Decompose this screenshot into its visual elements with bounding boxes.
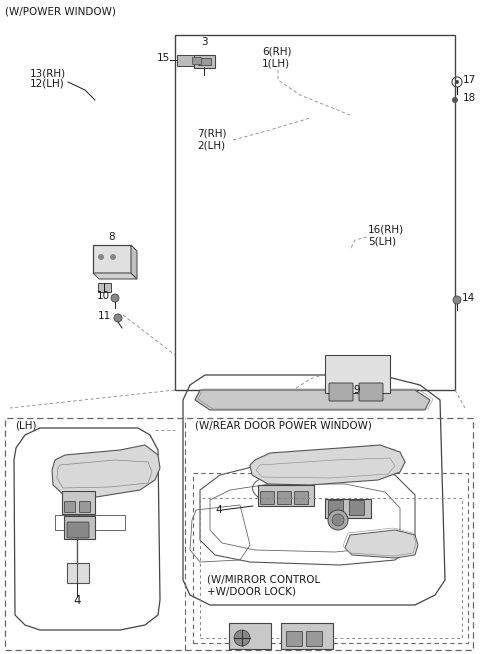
Text: (W/MIRROR CONTROL: (W/MIRROR CONTROL — [207, 575, 320, 585]
Text: 4: 4 — [73, 593, 81, 606]
Text: 13(RH): 13(RH) — [30, 68, 66, 78]
Circle shape — [111, 294, 119, 302]
FancyBboxPatch shape — [261, 492, 275, 504]
Text: (W/POWER WINDOW): (W/POWER WINDOW) — [5, 6, 116, 16]
FancyBboxPatch shape — [359, 383, 383, 401]
Circle shape — [234, 630, 250, 646]
Bar — [175, 35, 455, 390]
FancyBboxPatch shape — [329, 383, 353, 401]
FancyBboxPatch shape — [193, 54, 215, 67]
Text: +W/DOOR LOCK): +W/DOOR LOCK) — [207, 587, 296, 597]
Bar — [67, 563, 89, 583]
Polygon shape — [93, 245, 131, 273]
Text: (W/REAR DOOR POWER WINDOW): (W/REAR DOOR POWER WINDOW) — [195, 420, 372, 430]
FancyBboxPatch shape — [281, 623, 333, 649]
FancyBboxPatch shape — [97, 283, 110, 292]
Circle shape — [306, 484, 314, 492]
Text: 12(LH): 12(LH) — [30, 79, 65, 89]
FancyBboxPatch shape — [61, 490, 95, 513]
FancyBboxPatch shape — [197, 58, 211, 65]
Text: 9: 9 — [354, 385, 360, 395]
Text: 15: 15 — [157, 53, 170, 63]
FancyBboxPatch shape — [287, 632, 302, 647]
Circle shape — [328, 510, 348, 530]
FancyBboxPatch shape — [257, 485, 313, 506]
Text: 3: 3 — [201, 37, 207, 47]
FancyBboxPatch shape — [80, 502, 91, 513]
Circle shape — [110, 254, 116, 260]
Bar — [200, 498, 462, 638]
FancyBboxPatch shape — [177, 54, 193, 65]
Text: 8: 8 — [108, 232, 115, 242]
Text: 1(LH): 1(LH) — [262, 58, 290, 68]
Polygon shape — [345, 530, 418, 558]
FancyBboxPatch shape — [192, 56, 201, 63]
Bar — [5, 418, 473, 650]
Bar — [193, 473, 468, 643]
FancyBboxPatch shape — [295, 492, 309, 504]
Polygon shape — [131, 245, 137, 279]
Text: 4: 4 — [215, 505, 222, 515]
FancyBboxPatch shape — [324, 498, 371, 517]
Text: 10: 10 — [97, 291, 110, 301]
Circle shape — [455, 80, 459, 84]
Circle shape — [98, 254, 104, 260]
Polygon shape — [195, 390, 430, 410]
Polygon shape — [93, 273, 137, 279]
Circle shape — [332, 514, 344, 526]
Polygon shape — [52, 445, 160, 498]
FancyBboxPatch shape — [307, 632, 323, 647]
Circle shape — [452, 97, 458, 103]
FancyBboxPatch shape — [67, 522, 89, 538]
Polygon shape — [250, 445, 405, 485]
Circle shape — [453, 296, 461, 304]
FancyBboxPatch shape — [349, 500, 364, 515]
Text: 18: 18 — [463, 93, 476, 103]
FancyBboxPatch shape — [64, 502, 75, 513]
FancyBboxPatch shape — [277, 492, 291, 504]
Text: (LH): (LH) — [15, 420, 36, 430]
Text: 16(RH): 16(RH) — [368, 225, 404, 235]
Text: 5(LH): 5(LH) — [368, 237, 396, 247]
Circle shape — [114, 314, 122, 322]
Text: 17: 17 — [463, 75, 476, 85]
Text: 6(RH): 6(RH) — [262, 47, 291, 57]
FancyBboxPatch shape — [63, 515, 95, 538]
Bar — [325, 355, 390, 393]
FancyBboxPatch shape — [328, 500, 344, 515]
Text: 11: 11 — [98, 311, 111, 321]
Text: 7(RH): 7(RH) — [197, 128, 227, 138]
Text: 2(LH): 2(LH) — [197, 140, 225, 150]
Text: 14: 14 — [462, 293, 475, 303]
FancyBboxPatch shape — [229, 623, 271, 649]
